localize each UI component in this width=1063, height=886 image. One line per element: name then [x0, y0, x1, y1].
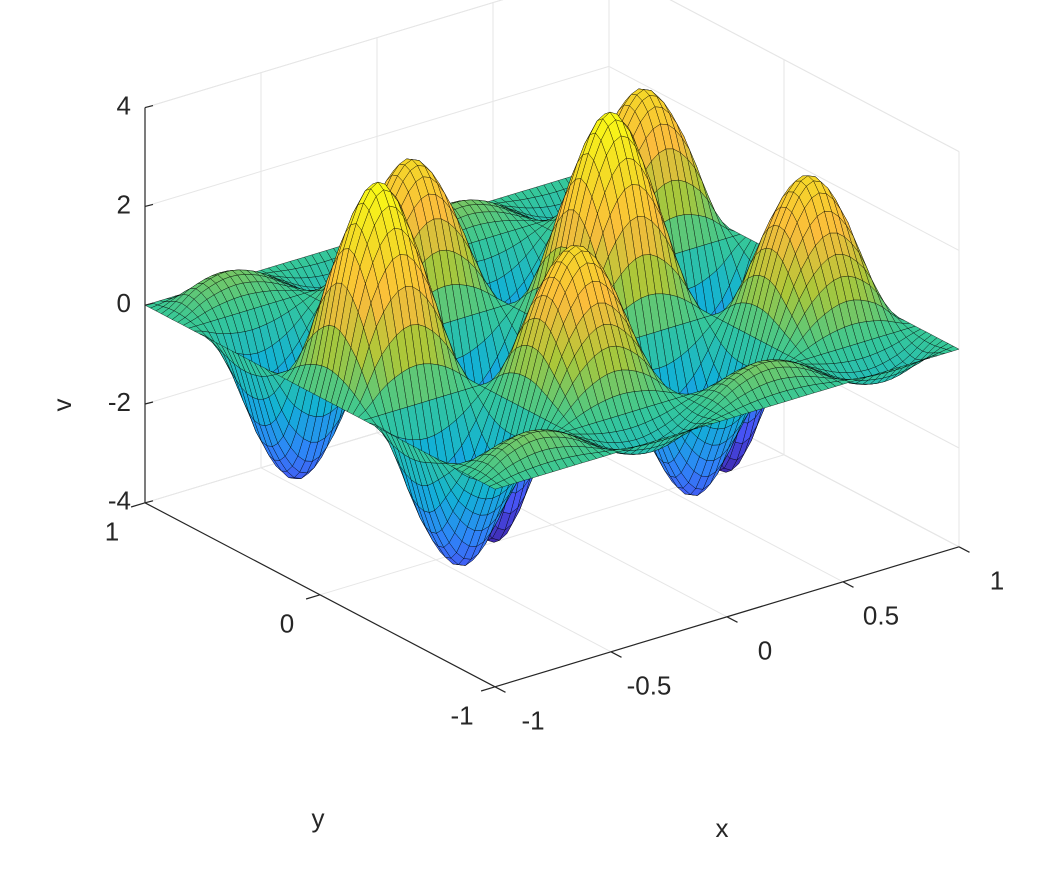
x-tick	[842, 581, 854, 588]
x-tick-label: -0.5	[627, 671, 672, 701]
y-tick-label: -1	[450, 701, 473, 731]
x-tick-label: 0.5	[863, 601, 899, 631]
z-tick-label: 0	[117, 288, 131, 318]
grid-line	[144, 65, 610, 207]
surface	[144, 88, 960, 566]
y-tick	[480, 686, 496, 692]
y-tick-label: 0	[280, 609, 294, 639]
z-tick	[144, 302, 154, 306]
x-tick-label: 1	[990, 566, 1004, 596]
x-tick	[958, 546, 970, 553]
z-tick	[144, 203, 154, 207]
grid-line	[669, 0, 960, 153]
y-tick	[305, 594, 321, 600]
x-axis-label: x	[716, 813, 729, 843]
z-tick	[144, 500, 154, 504]
grid-line	[144, 0, 504, 109]
z-tick-label: -4	[108, 486, 131, 516]
x-tick-label: -1	[521, 706, 544, 736]
y-tick-label: 1	[105, 517, 119, 547]
x-tick	[610, 651, 622, 658]
grid-line	[608, 65, 960, 251]
y-tick	[130, 502, 146, 508]
z-tick-label: -2	[108, 387, 131, 417]
y-axis-label: y	[312, 803, 325, 833]
x-tick	[494, 686, 506, 693]
x-tick	[726, 616, 738, 623]
z-tick	[144, 401, 154, 405]
x-tick-label: 0	[758, 636, 772, 666]
z-axis-label: v	[47, 399, 77, 412]
surface-patch	[488, 483, 503, 490]
z-tick-label: 4	[117, 90, 131, 120]
z-tick-label: 2	[117, 189, 131, 219]
z-tick	[144, 105, 154, 109]
